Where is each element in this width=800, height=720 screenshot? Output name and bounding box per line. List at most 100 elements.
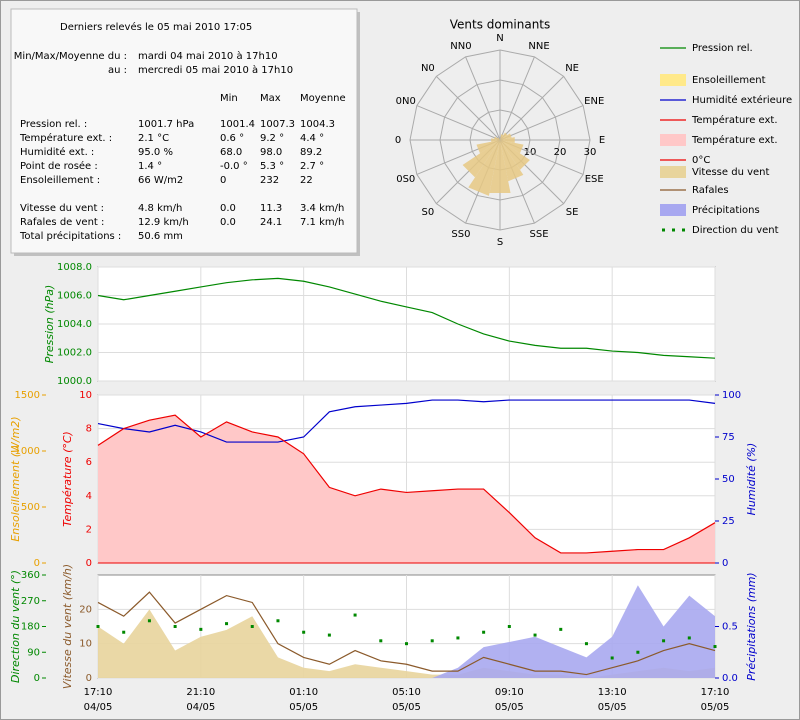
direction-label: 0N0 [396,96,416,107]
axis-title: Pression (hPa) [43,285,56,364]
spoke [499,76,564,141]
y-tick-label: 50 [722,474,735,485]
y-tick-label: 0 [34,558,40,569]
summary-cell: 98.0 [260,147,282,158]
spoke [436,76,501,141]
y-tick-label: 25 [722,516,735,527]
rose-wedge [491,138,500,142]
x-tick-date: 05/05 [598,702,627,713]
point [96,625,100,628]
summary-cell: 66 W/m2 [138,175,183,186]
point [482,630,486,634]
period-value: mercredi 05 mai 2010 à 17h10 [138,64,293,76]
summary-cell: 1.4 ° [138,161,162,172]
point [507,625,511,628]
summary-cell: 1001.7 hPa [138,119,194,130]
direction-label: SSE [530,229,549,240]
column-header: Max [260,93,281,104]
point [173,625,177,628]
y-tick-label: 100 [722,390,741,401]
summary-cell: 1004.3 [300,119,335,130]
point [584,642,588,646]
direction-label: SE [566,207,579,218]
legend-label: Humidité extérieure [692,94,792,106]
point [379,639,383,643]
period-label: au : [108,65,127,76]
point [250,625,254,628]
point [559,627,563,631]
legend-label: Précipitations [692,204,760,216]
y-tick-label: 8 [86,424,92,435]
point [327,633,331,637]
summary-cell: Pression rel. : [20,119,87,130]
point [456,636,460,640]
summary-cell: -0.0 ° [220,161,248,172]
x-tick-time: 17:10 [701,687,730,698]
legend-label: Ensoleillement [692,75,766,86]
point [687,636,691,640]
y-tick-label: 10 [79,639,92,650]
x-tick-time: 01:10 [289,687,318,698]
legend-swatch [660,134,686,146]
point [199,627,203,631]
period-label: Min/Max/Moyenne du : [14,51,127,62]
point [405,642,408,646]
direction-label: 0S0 [396,174,415,185]
point [430,639,434,643]
rose-wedge [462,140,500,178]
summary-panel [10,8,358,254]
x-tick-time: 21:10 [186,687,215,698]
rose-wedge [500,140,524,182]
legend-label: Direction du vent [692,225,779,236]
y-tick-label: 0.0 [722,673,738,684]
y-tick-label: 500 [21,502,40,513]
y-tick-label: 180 [21,622,40,633]
line [97,591,716,676]
legend-label: Pression rel. [692,43,753,54]
summary-title: Derniers relevés le 05 mai 2010 17:05 [60,21,252,33]
rose-wedge [500,140,524,154]
line [97,399,716,443]
rose-wedge [500,133,512,140]
x-tick-time: 13:10 [598,687,627,698]
summary-cell: 89.2 [300,147,322,158]
summary-cell: 9.2 ° [260,133,284,144]
direction-label: ENE [584,96,604,107]
axis-title: Température (°C) [61,431,74,527]
legend-swatch [660,74,686,86]
x-tick-time: 09:10 [495,687,524,698]
summary-cell: 0.0 [220,217,236,228]
direction-label: E [599,135,605,146]
summary-cell: 1001.4 [220,119,255,130]
x-tick-date: 04/05 [84,702,113,713]
summary-cell: Humidité ext. : [20,146,94,158]
point [533,633,537,637]
point [122,630,126,634]
legend-swatch [672,228,675,232]
y-tick-label: 270 [21,596,40,607]
summary-cell: Ensoleillement : [20,175,100,186]
summary-cell: 12.9 km/h [138,217,189,228]
rose-wedge [468,140,500,196]
rose-wedge [500,140,530,170]
summary-cell: 2.1 °C [138,133,169,144]
summary-cell: 7.1 km/h [300,217,344,228]
y-tick-label: 6 [86,457,92,468]
summary-cell: 3.4 km/h [300,203,344,214]
legend-label: Température ext. [691,114,778,126]
y-tick-label: 0 [722,558,728,569]
direction-label: 0 [395,135,401,146]
summary-cell: 0 [220,175,226,186]
summary-cell: Vitesse du vent : [20,203,104,214]
y-tick-label: 1500 [15,390,40,401]
summary-cell: 1007.3 [260,119,295,130]
x-tick-date: 04/05 [186,702,215,713]
summary-cell: Total précipitations : [19,230,121,242]
axis-title: Direction du vent (°) [9,570,22,683]
point [636,650,640,654]
y-tick-label: 0 [34,673,40,684]
y-tick-label: 1008.0 [57,262,92,273]
r-tick-label: 30 [584,147,597,158]
direction-label: S0 [422,207,435,218]
